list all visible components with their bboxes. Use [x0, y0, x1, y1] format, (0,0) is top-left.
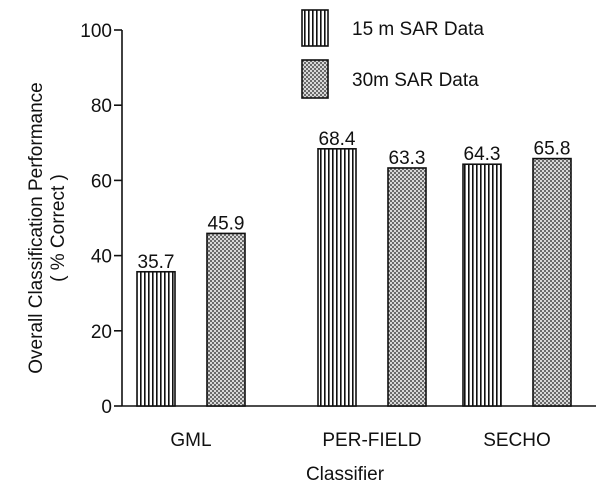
legend-label: 15 m SAR Data	[352, 19, 484, 40]
bar-15m	[462, 163, 502, 407]
x-axis-title: Classifier	[306, 464, 385, 485]
bar-30m	[387, 167, 427, 407]
bar-30m	[206, 232, 246, 407]
y-tick-label: 80	[91, 96, 112, 117]
y-axis-title: Overall Classification Performance	[26, 82, 47, 373]
bar-value-label: 68.4	[319, 129, 356, 150]
y-tick-label: 0	[101, 397, 112, 418]
x-axis: GML PER-FIELD SECHO	[122, 405, 596, 451]
bar-15m	[136, 270, 176, 407]
y-axis: 0 20 40 60 80 100	[80, 21, 123, 418]
bar-value-label: 35.7	[138, 252, 175, 273]
legend-swatch	[301, 59, 329, 99]
bar-value-label: 64.3	[464, 144, 501, 165]
legend-label: 30m SAR Data	[352, 70, 479, 91]
bar-value-label: 45.9	[208, 213, 245, 234]
x-tick-label: PER-FIELD	[322, 430, 421, 451]
x-tick-label: GML	[170, 430, 211, 451]
y-axis-title-line2: ( % Correct )	[48, 174, 69, 282]
bar-value-label: 65.8	[534, 139, 571, 160]
y-tick-label: 20	[91, 322, 112, 343]
bar-15m	[317, 148, 357, 407]
y-tick-label: 60	[91, 171, 112, 192]
bar-value-label: 63.3	[389, 148, 426, 169]
y-tick-label: 40	[91, 247, 112, 268]
legend-swatch	[301, 9, 329, 47]
y-tick-label: 100	[80, 21, 112, 42]
legend: 15 m SAR Data 30m SAR Data	[301, 9, 484, 99]
x-tick-label: SECHO	[483, 430, 551, 451]
bars: 35.7 68.4 64.3 45.9 63.3 65.8	[136, 129, 572, 407]
bar-30m	[532, 157, 572, 407]
